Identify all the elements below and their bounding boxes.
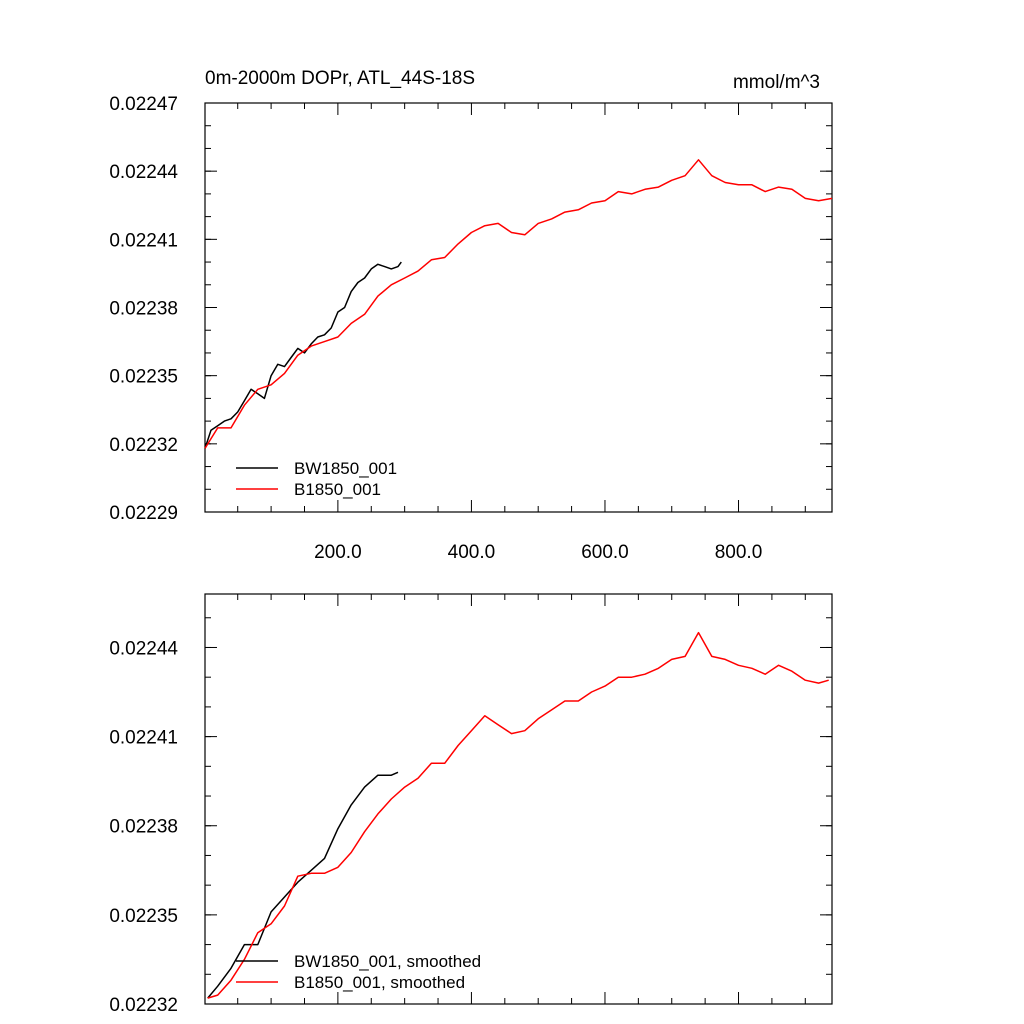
- x-tick-label: 600.0: [581, 542, 629, 563]
- y-tick-label: 0.02235: [109, 906, 178, 927]
- plot-frame-bottom: [204, 593, 833, 1005]
- legend-label: BW1850_001: [294, 459, 397, 478]
- legend-top: BW1850_001 B1850_001: [236, 459, 397, 499]
- y-tick-label: 0.02241: [109, 230, 178, 251]
- chart-title: 0m-2000m DOPr, ATL_44S-18S: [205, 68, 475, 89]
- y-tick-label: 0.02238: [109, 817, 178, 838]
- y-tick-label: 0.02244: [109, 162, 178, 183]
- series-top: [204, 159, 833, 449]
- y-tick-label: 0.02229: [109, 503, 178, 524]
- legend-label: B1850_001: [294, 480, 381, 499]
- x-tick-label: 800.0: [715, 542, 763, 563]
- series-bottom: [207, 631, 829, 999]
- y-tick-label: 0.02241: [109, 728, 178, 749]
- x-tick-label: 400.0: [448, 542, 496, 563]
- units-label: mmol/m^3: [733, 72, 820, 93]
- y-tick-label: 0.02232: [109, 995, 178, 1016]
- series-line-b1850-001: [204, 159, 833, 449]
- y-tick-label: 0.02238: [109, 299, 178, 320]
- y-tick-label: 0.02244: [109, 638, 178, 659]
- series-line-bw1850-001-smoothed: [207, 771, 399, 999]
- ticks-bottom: 0.02232 0.02235 0.02238 0.02241 0.02244: [109, 594, 832, 1016]
- y-tick-label: 0.02247: [109, 94, 178, 115]
- x-tick-label: 200.0: [314, 542, 362, 563]
- legend-bottom: BW1850_001, smoothed B1850_001, smoothed: [236, 952, 481, 992]
- series-line-bw1850-001: [204, 261, 402, 449]
- chart-bottom-panel: 0.02232 0.02235 0.02238 0.02241 0.02244 BW18…: [109, 593, 833, 1016]
- legend-label: BW1850_001, smoothed: [294, 952, 481, 971]
- y-tick-label: 0.02235: [109, 367, 178, 388]
- legend-label: B1850_001, smoothed: [294, 973, 465, 992]
- series-line-b1850-001-smoothed: [207, 631, 829, 999]
- chart-top-panel: 0m-2000m DOPr, ATL_44S-18S mmol/m^3 0.02…: [109, 68, 833, 563]
- y-tick-label: 0.02232: [109, 435, 178, 456]
- ticks-top: 0.02229 0.02232 0.02235 0.02238 0.02241 0.022…: [109, 94, 832, 563]
- plot-frame-top: [204, 102, 833, 513]
